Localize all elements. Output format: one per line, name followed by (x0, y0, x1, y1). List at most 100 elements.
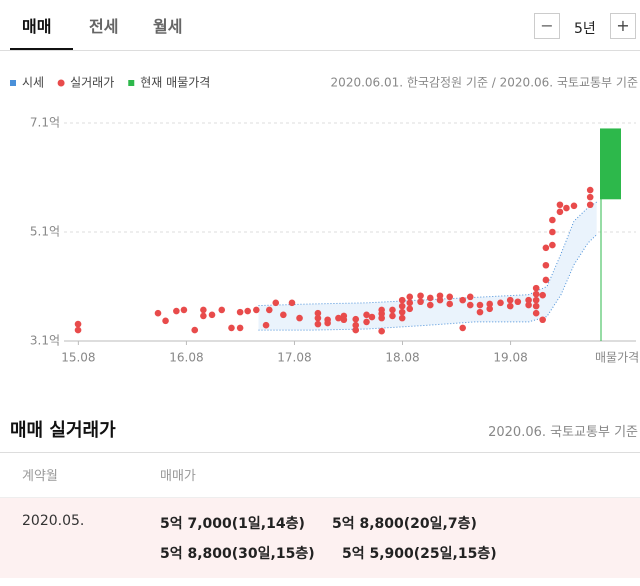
trade-point (542, 261, 550, 269)
price-cell: 5억 8,800(30일,15층) (160, 546, 315, 562)
trade-point (335, 314, 342, 322)
trade-point (363, 318, 370, 326)
trade-point (549, 241, 556, 249)
trade-point (426, 301, 434, 309)
trade-point (378, 327, 385, 335)
trade-point (466, 293, 474, 301)
trade-point (406, 293, 414, 301)
legend-marker (10, 80, 16, 86)
chart-source: 2020.06.01. 한국감정원 기준 / 2020.06. 국토교통부 기준 (331, 76, 638, 90)
trade-point (532, 284, 540, 292)
legend-label: 현재 매물가격 (140, 76, 210, 90)
trade-point (368, 313, 376, 321)
trade-point (74, 326, 82, 334)
trade-point (272, 299, 280, 307)
trade-point (497, 299, 504, 307)
chart: 2020.06.01. 한국감정원 기준 / 2020.06. 국토교통부 기준… (10, 76, 639, 365)
trade-point (363, 311, 370, 319)
trade-point (314, 314, 322, 322)
trade-point (446, 300, 454, 308)
trade-point (539, 291, 546, 299)
legend-label: 실거래가 (70, 76, 114, 90)
trade-point (389, 306, 396, 314)
trade-point (563, 204, 570, 212)
trade-point (446, 293, 454, 301)
trade-point (556, 201, 564, 209)
trade-point (288, 299, 296, 307)
zoom-in-button[interactable]: + (610, 13, 636, 39)
trade-point (262, 321, 270, 329)
price-cell: 5억 7,000(1일,14층) (160, 516, 305, 532)
y-tick-label: 5.1억 (30, 225, 60, 239)
tab[interactable]: 전세 (89, 17, 119, 36)
period-label: 5년 (574, 21, 596, 37)
trade-point (525, 296, 532, 304)
price-cell: 5억 8,800(20일,7층) (332, 516, 477, 532)
tab-underline (10, 48, 73, 51)
band-upper (258, 201, 597, 307)
trade-point (556, 208, 564, 216)
trade-point (173, 307, 180, 315)
trade-point (228, 324, 235, 332)
column-header: 매매가 (160, 469, 196, 484)
month-cell: 2020.05. (22, 513, 85, 529)
trade-point (406, 299, 414, 307)
trade-point (532, 309, 540, 317)
trade-point (466, 301, 474, 309)
trade-point (417, 298, 424, 306)
table-source: 2020.06. 국토교통부 기준 (488, 425, 638, 440)
trade-point (539, 316, 546, 324)
trade-point (389, 312, 396, 320)
trade-point (280, 311, 287, 319)
trade-point (352, 321, 360, 329)
trade-point (476, 301, 484, 309)
trade-point (486, 300, 494, 308)
zoom-out-button[interactable]: − (534, 13, 560, 39)
trade-point (314, 309, 322, 317)
trade-point (570, 202, 578, 210)
x-tick-label: 19.08 (493, 351, 527, 365)
trade-point (417, 292, 424, 300)
trade-point (398, 314, 406, 322)
trade-point (200, 306, 207, 314)
trade-point (180, 306, 188, 314)
trade-point (586, 193, 594, 201)
trade-point (525, 301, 532, 309)
trade-point (218, 306, 226, 314)
trade-point (265, 306, 273, 314)
trade-point (378, 314, 385, 322)
trade-point (506, 302, 514, 310)
x-tick-label: 18.08 (385, 351, 419, 365)
tab[interactable]: 월세 (153, 17, 183, 36)
trade-point (352, 326, 360, 334)
y-tick-label: 3.1억 (30, 334, 60, 348)
trade-point (459, 324, 466, 332)
table-row (0, 497, 640, 578)
tab[interactable]: 매매 (22, 17, 52, 36)
trade-point (542, 244, 550, 252)
trade-point (532, 302, 540, 310)
trade-point (191, 326, 199, 334)
trade-point (514, 298, 522, 306)
table-title: 매매 실거래가 (10, 420, 116, 441)
x-tick-label: 17.08 (277, 351, 311, 365)
trade-point (208, 311, 216, 319)
trade-point (398, 302, 406, 310)
current-range (600, 128, 621, 200)
x-tick-label: 15.08 (61, 351, 95, 365)
trade-point (486, 305, 494, 313)
trade-point (352, 315, 360, 323)
y-tick-label: 7.1억 (30, 116, 60, 130)
trade-point (236, 308, 244, 316)
trade-point (398, 296, 406, 304)
trade-point (549, 216, 556, 224)
trade-point (436, 296, 444, 304)
trade-point (296, 314, 303, 322)
trade-point (459, 296, 466, 304)
divider (0, 452, 640, 453)
trade-point (236, 324, 244, 332)
trade-point (154, 309, 162, 317)
trade-point (162, 317, 169, 325)
trade-point (398, 308, 406, 316)
